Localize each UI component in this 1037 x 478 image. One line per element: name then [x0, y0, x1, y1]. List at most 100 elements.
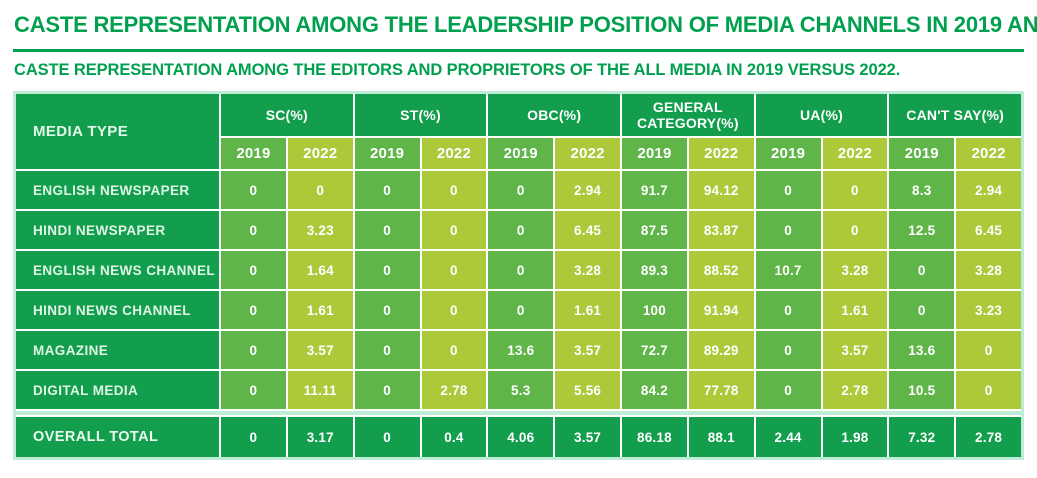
table-cell: 88.52 — [688, 251, 754, 290]
table-cell: 1.61 — [287, 291, 353, 330]
table-cell: 3.28 — [555, 251, 620, 290]
total-cell: 3.17 — [287, 417, 353, 458]
table-cell: 12.5 — [889, 211, 955, 250]
table-cell: 0 — [755, 171, 821, 210]
total-cell: 4.06 — [488, 417, 554, 458]
column-header-media-type: MEDIA TYPE — [16, 94, 219, 170]
year-header-ua-2022: 2022 — [822, 138, 888, 170]
table-cell: 1.61 — [555, 291, 620, 330]
year-header-general-2019: 2019 — [622, 138, 687, 170]
table-cell: 0 — [287, 171, 353, 210]
table-cell: 89.29 — [688, 331, 754, 370]
total-cell: 0.4 — [421, 417, 487, 458]
year-header-cantsay-2019: 2019 — [889, 138, 955, 170]
table-cell: 3.28 — [956, 251, 1021, 290]
total-cell: 2.78 — [956, 417, 1021, 458]
row-label-overall-total: OVERALL TOTAL — [16, 417, 219, 458]
total-cell: 2.44 — [755, 417, 821, 458]
table-cell: 3.23 — [287, 211, 353, 250]
table-cell: 0 — [488, 251, 554, 290]
table-cell: 13.6 — [889, 331, 955, 370]
table-cell: 3.23 — [956, 291, 1021, 330]
table-cell: 94.12 — [688, 171, 754, 210]
column-group-obc: OBC(%) — [488, 94, 620, 137]
total-row-separator — [16, 411, 1021, 416]
table-cell: 0 — [755, 211, 821, 250]
table-cell: 10.7 — [755, 251, 821, 290]
column-group-cant-say: CAN'T SAY(%) — [889, 94, 1021, 137]
table-cell: 0 — [354, 211, 420, 250]
table-cell: 0 — [354, 331, 420, 370]
table-cell: 0 — [354, 371, 420, 410]
year-header-general-2022: 2022 — [688, 138, 754, 170]
total-cell: 86.18 — [622, 417, 687, 458]
table-cell: 77.78 — [688, 371, 754, 410]
table-cell: 0 — [488, 171, 554, 210]
total-cell: 1.98 — [822, 417, 888, 458]
table-cell: 1.61 — [822, 291, 888, 330]
table-cell: 84.2 — [622, 371, 687, 410]
total-cell: 88.1 — [688, 417, 754, 458]
table-cell: 100 — [622, 291, 687, 330]
table-cell: 6.45 — [555, 211, 620, 250]
table-cell: 13.6 — [488, 331, 554, 370]
table-cell: 1.64 — [287, 251, 353, 290]
year-header-sc-2022: 2022 — [287, 138, 353, 170]
table-cell: 2.94 — [956, 171, 1021, 210]
row-label-hindi-news-channel: HINDI NEWS CHANNEL — [16, 291, 219, 330]
table-cell: 0 — [956, 371, 1021, 410]
table-cell: 72.7 — [622, 331, 687, 370]
table-cell: 0 — [956, 331, 1021, 370]
year-header-obc-2019: 2019 — [488, 138, 554, 170]
table-cell: 0 — [221, 331, 286, 370]
caste-representation-table: MEDIA TYPE SC(%) ST(%) OBC(%) GENERAL CA… — [13, 91, 1024, 461]
table-cell: 8.3 — [889, 171, 955, 210]
table-cell: 3.57 — [287, 331, 353, 370]
table-cell: 0 — [221, 371, 286, 410]
table-cell: 11.11 — [287, 371, 353, 410]
table-cell: 0 — [755, 331, 821, 370]
table-cell: 0 — [488, 211, 554, 250]
year-header-sc-2019: 2019 — [221, 138, 286, 170]
table-cell: 0 — [421, 251, 487, 290]
year-header-obc-2022: 2022 — [555, 138, 620, 170]
row-label-hindi-newspaper: HINDI NEWSPAPER — [16, 211, 219, 250]
table-cell: 10.5 — [889, 371, 955, 410]
year-header-ua-2019: 2019 — [755, 138, 821, 170]
table-cell: 0 — [221, 291, 286, 330]
table-cell: 0 — [822, 211, 888, 250]
table-cell: 2.94 — [555, 171, 620, 210]
table-cell: 5.56 — [555, 371, 620, 410]
total-cell: 0 — [354, 417, 420, 458]
table-cell: 91.94 — [688, 291, 754, 330]
table-cell: 0 — [221, 171, 286, 210]
table-cell: 6.45 — [956, 211, 1021, 250]
page-subtitle: CASTE REPRESENTATION AMONG THE EDITORS A… — [14, 61, 901, 80]
total-cell: 7.32 — [889, 417, 955, 458]
table-cell: 91.7 — [622, 171, 687, 210]
year-header-st-2019: 2019 — [354, 138, 420, 170]
table-cell: 0 — [421, 331, 487, 370]
table-cell: 3.57 — [822, 331, 888, 370]
table-cell: 0 — [755, 371, 821, 410]
total-cell: 3.57 — [555, 417, 620, 458]
column-group-sc: SC(%) — [221, 94, 353, 137]
row-label-english-news-channel: ENGLISH NEWS CHANNEL — [16, 251, 219, 290]
table-cell: 0 — [221, 251, 286, 290]
column-group-ua: UA(%) — [755, 94, 888, 137]
column-group-st: ST(%) — [354, 94, 487, 137]
page-title: CASTE REPRESENTATION AMONG THE LEADERSHI… — [14, 12, 1037, 37]
table-cell: 0 — [889, 251, 955, 290]
row-label-digital-media: DIGITAL MEDIA — [16, 371, 219, 410]
title-divider — [13, 49, 1024, 53]
page: CASTE REPRESENTATION AMONG THE LEADERSHI… — [13, 12, 1037, 461]
table-cell: 0 — [421, 211, 487, 250]
table-cell: 0 — [354, 251, 420, 290]
table-cell: 3.28 — [822, 251, 888, 290]
row-label-magazine: MAGAZINE — [16, 331, 219, 370]
table-grid: MEDIA TYPE SC(%) ST(%) OBC(%) GENERAL CA… — [16, 94, 1021, 458]
table-cell: 89.3 — [622, 251, 687, 290]
row-label-english-newspaper: ENGLISH NEWSPAPER — [16, 171, 219, 210]
table-cell: 2.78 — [421, 371, 487, 410]
table-cell: 0 — [354, 291, 420, 330]
